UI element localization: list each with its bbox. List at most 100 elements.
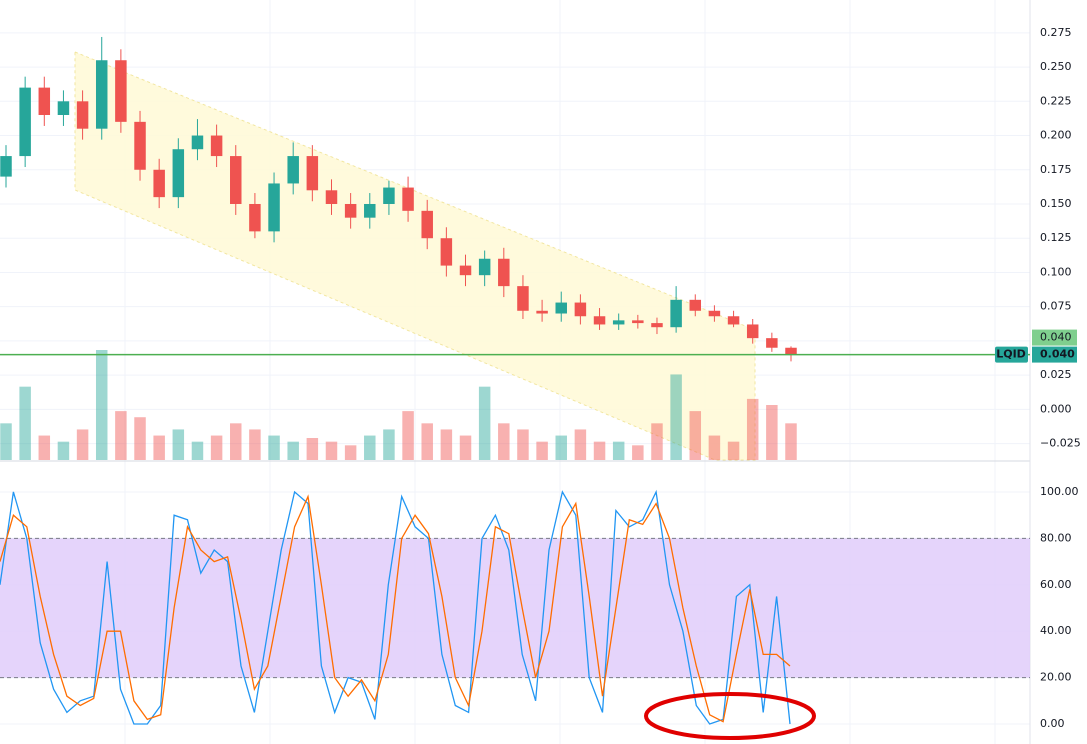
symbol-tag bbox=[995, 346, 1028, 363]
candle-body bbox=[76, 101, 89, 129]
volume-bar bbox=[76, 429, 89, 460]
candle-body bbox=[421, 210, 433, 239]
candle-body bbox=[498, 258, 510, 287]
volume-bar bbox=[325, 441, 338, 460]
candle-body bbox=[766, 338, 778, 348]
volume-bar bbox=[785, 423, 797, 460]
candle-body bbox=[134, 121, 146, 170]
candle-body bbox=[19, 87, 31, 157]
y-tick-label: 0.225 bbox=[1040, 94, 1072, 107]
volume-bar bbox=[632, 445, 644, 460]
volume-bar bbox=[651, 423, 663, 460]
candle-body bbox=[383, 187, 395, 204]
oscillator-line bbox=[0, 489, 791, 725]
candle-body bbox=[459, 265, 472, 276]
volume-bar bbox=[134, 417, 146, 460]
candle-body bbox=[632, 320, 644, 324]
volume-bar bbox=[249, 429, 261, 460]
candle-body bbox=[574, 302, 587, 317]
volume-bar bbox=[670, 374, 682, 460]
candle-body bbox=[268, 183, 280, 232]
candle-body bbox=[172, 149, 185, 198]
volume-bar bbox=[498, 423, 510, 460]
candle-body bbox=[95, 60, 108, 129]
y-tick-label: −0.025 bbox=[1040, 437, 1081, 450]
candle-body bbox=[249, 203, 261, 232]
last-price-label: 0.040 bbox=[1040, 348, 1075, 361]
y-tick-label: 0.175 bbox=[1040, 163, 1072, 176]
volume-bar bbox=[478, 386, 491, 460]
volume-bar bbox=[306, 438, 319, 460]
candle-body bbox=[0, 156, 12, 177]
y-tick-label: 0.200 bbox=[1040, 129, 1072, 142]
y-tick-label: 0.025 bbox=[1040, 368, 1072, 381]
volume-bar bbox=[95, 350, 108, 460]
y-tick-label: 100.00 bbox=[1040, 485, 1079, 498]
candle-body bbox=[517, 286, 529, 311]
candle-body bbox=[440, 238, 453, 266]
volume-bar bbox=[574, 429, 587, 460]
volume-bar bbox=[517, 429, 529, 460]
candle-body bbox=[536, 310, 548, 314]
candle-body bbox=[287, 156, 299, 184]
close-price-tag bbox=[1032, 329, 1077, 346]
y-tick-label: 0.075 bbox=[1040, 300, 1072, 313]
volume-bar bbox=[383, 429, 395, 460]
volume-bar bbox=[268, 435, 280, 460]
volume-bar bbox=[0, 423, 12, 460]
y-tick-label: 20.00 bbox=[1040, 671, 1072, 684]
volume-bar bbox=[746, 398, 759, 460]
oscillator-band bbox=[0, 538, 1030, 678]
volume-bar bbox=[344, 445, 357, 460]
volume-bar bbox=[287, 441, 299, 460]
volume-bar bbox=[172, 429, 185, 460]
volume-bar bbox=[19, 386, 31, 460]
y-tick-label: 60.00 bbox=[1040, 578, 1072, 591]
y-tick-label: 0.00 bbox=[1040, 717, 1065, 730]
volume-bar bbox=[115, 411, 127, 460]
candle-body bbox=[727, 316, 740, 325]
volume-bar bbox=[612, 441, 625, 460]
y-tick-label: 0.150 bbox=[1040, 197, 1072, 210]
candle-body bbox=[689, 299, 702, 311]
candle-body bbox=[670, 299, 682, 328]
volume-bar bbox=[555, 435, 567, 460]
volume-bar bbox=[38, 435, 51, 460]
candle-body bbox=[344, 203, 357, 218]
y-tick-label: 0.000 bbox=[1040, 402, 1072, 415]
candle-body bbox=[612, 320, 625, 325]
y-tick-label: 40.00 bbox=[1040, 624, 1072, 637]
volume-bar bbox=[364, 435, 376, 460]
candle-body bbox=[191, 135, 204, 150]
y-tick-label: 80.00 bbox=[1040, 531, 1072, 544]
candle-body bbox=[364, 203, 376, 218]
volume-bar bbox=[766, 405, 778, 460]
last-price-tag bbox=[1032, 346, 1077, 363]
volume-bar bbox=[191, 441, 204, 460]
candle-body bbox=[593, 316, 606, 325]
highlight-circle bbox=[644, 692, 816, 740]
volume-bar bbox=[57, 441, 70, 460]
candle-body bbox=[555, 302, 567, 314]
candle-body bbox=[651, 323, 663, 328]
volume-bar bbox=[593, 441, 606, 460]
candle-body bbox=[708, 310, 721, 317]
volume-bar bbox=[230, 423, 242, 460]
volume-bar bbox=[210, 435, 223, 460]
candle-body bbox=[153, 169, 165, 198]
channel-drawing bbox=[74, 51, 756, 461]
volume-bar bbox=[689, 411, 702, 460]
candle-body bbox=[230, 156, 242, 204]
volume-bar bbox=[708, 435, 721, 460]
volume-bar bbox=[536, 441, 548, 460]
candle-body bbox=[785, 347, 797, 355]
volume-bar bbox=[421, 423, 433, 460]
volume-bar bbox=[153, 435, 165, 460]
y-tick-label: 0.275 bbox=[1040, 26, 1072, 39]
volume-bar bbox=[440, 429, 453, 460]
candle-body bbox=[115, 60, 127, 122]
close-price-label: 0.040 bbox=[1040, 331, 1072, 344]
candle-body bbox=[325, 190, 338, 204]
oscillator-line bbox=[0, 494, 791, 723]
